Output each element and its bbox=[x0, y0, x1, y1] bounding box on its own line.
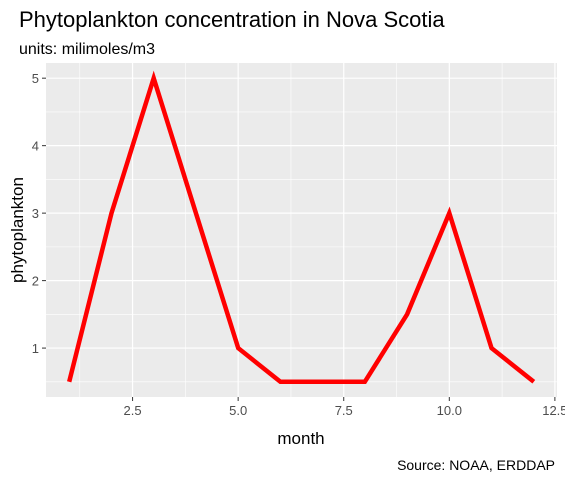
series-layer bbox=[67, 70, 536, 385]
chart-title: Phytoplankton concentration in Nova Scot… bbox=[19, 7, 445, 32]
x-tick-label: 5.0 bbox=[229, 403, 247, 418]
y-tick-label: 3 bbox=[32, 206, 39, 221]
y-axis-ticks: 1 2 3 4 5 bbox=[32, 71, 46, 356]
series-line bbox=[67, 70, 536, 385]
minor-gridlines bbox=[46, 63, 557, 397]
plot-panel bbox=[46, 63, 557, 397]
y-tick-label: 4 bbox=[32, 139, 39, 154]
chart-subtitle: units: milimoles/m3 bbox=[19, 41, 155, 58]
x-axis-ticks: 2.5 5.0 7.5 10.0 12.5 bbox=[124, 397, 565, 418]
y-tick-label: 5 bbox=[32, 71, 39, 86]
x-tick-label: 2.5 bbox=[124, 403, 142, 418]
y-axis-title: phytoplankton bbox=[8, 177, 27, 283]
x-axis-title: month bbox=[277, 429, 324, 448]
x-tick-label: 10.0 bbox=[437, 403, 462, 418]
y-tick-label: 2 bbox=[32, 274, 39, 289]
chart-caption: Source: NOAA, ERDDAP bbox=[397, 457, 555, 473]
y-tick-label: 1 bbox=[32, 341, 39, 356]
x-tick-label: 7.5 bbox=[335, 403, 353, 418]
x-tick-label: 12.5 bbox=[542, 403, 565, 418]
